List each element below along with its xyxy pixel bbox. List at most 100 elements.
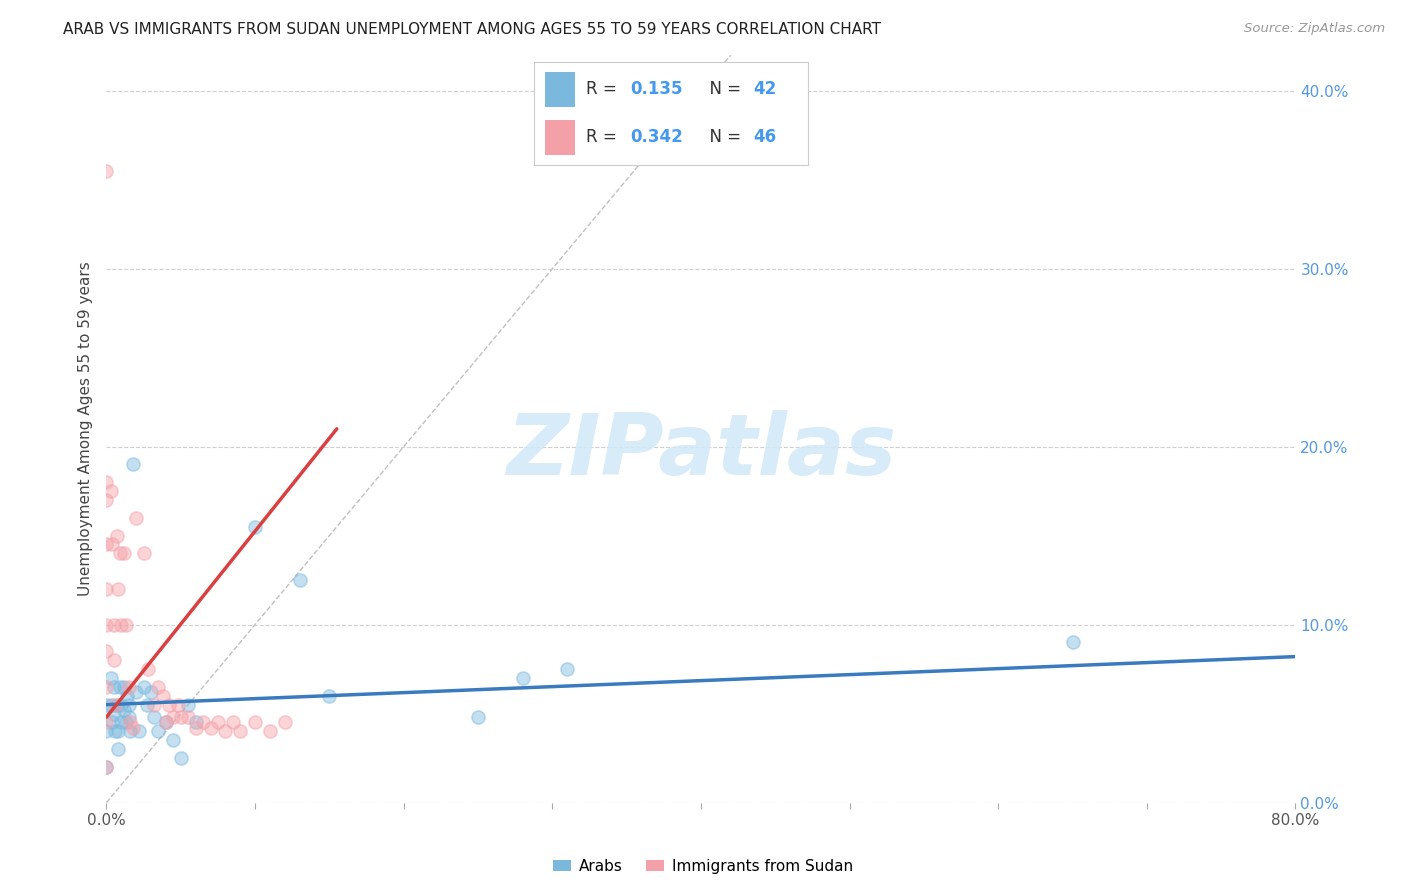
- Point: [96, 698, 118, 712]
- Legend: Arabs, Immigrants from Sudan: Arabs, Immigrants from Sudan: [547, 853, 859, 880]
- Point: [222, 715, 245, 730]
- Point: [110, 715, 132, 730]
- Point: [118, 698, 141, 712]
- Point: [170, 710, 193, 724]
- Point: [105, 528, 128, 542]
- Point: [467, 710, 489, 724]
- Point: [318, 689, 340, 703]
- Point: [108, 546, 131, 560]
- Point: [108, 680, 131, 694]
- Point: [96, 724, 118, 739]
- Text: 0.135: 0.135: [630, 80, 683, 98]
- Point: [274, 715, 297, 730]
- Point: [96, 163, 118, 178]
- Point: [243, 519, 266, 533]
- Point: [96, 537, 118, 551]
- Point: [155, 715, 177, 730]
- Point: [259, 724, 281, 739]
- Point: [162, 710, 184, 724]
- Point: [200, 721, 222, 735]
- FancyBboxPatch shape: [546, 120, 575, 155]
- Point: [120, 715, 142, 730]
- Point: [112, 703, 135, 717]
- Point: [101, 537, 124, 551]
- Point: [1062, 635, 1084, 649]
- Point: [120, 724, 142, 739]
- Point: [100, 484, 122, 499]
- Point: [96, 680, 118, 694]
- Point: [184, 715, 207, 730]
- Point: [122, 721, 145, 735]
- Point: [177, 710, 200, 724]
- Point: [152, 689, 174, 703]
- Point: [101, 715, 124, 730]
- Text: ZIPatlas: ZIPatlas: [506, 409, 896, 492]
- Point: [512, 671, 534, 685]
- Point: [114, 617, 136, 632]
- Point: [103, 706, 125, 721]
- Point: [105, 698, 128, 712]
- Point: [96, 493, 118, 508]
- Point: [214, 724, 236, 739]
- Point: [136, 662, 159, 676]
- Point: [155, 715, 177, 730]
- Point: [170, 751, 193, 765]
- Point: [148, 680, 170, 694]
- Point: [139, 685, 162, 699]
- Point: [243, 715, 266, 730]
- Point: [177, 698, 200, 712]
- Point: [110, 698, 132, 712]
- Point: [96, 760, 118, 774]
- Text: R =: R =: [586, 128, 623, 146]
- Point: [103, 680, 125, 694]
- Point: [132, 680, 155, 694]
- Text: 0.342: 0.342: [630, 128, 683, 146]
- Text: N =: N =: [699, 128, 747, 146]
- Point: [96, 617, 118, 632]
- Point: [96, 760, 118, 774]
- Point: [103, 617, 125, 632]
- Point: [112, 546, 135, 560]
- Text: 46: 46: [754, 128, 776, 146]
- Point: [125, 510, 148, 524]
- Text: ARAB VS IMMIGRANTS FROM SUDAN UNEMPLOYMENT AMONG AGES 55 TO 59 YEARS CORRELATION: ARAB VS IMMIGRANTS FROM SUDAN UNEMPLOYME…: [63, 22, 882, 37]
- Point: [103, 653, 125, 667]
- Point: [207, 715, 229, 730]
- Point: [110, 617, 132, 632]
- Point: [107, 582, 129, 596]
- Point: [229, 724, 252, 739]
- Point: [107, 724, 129, 739]
- Point: [96, 715, 118, 730]
- Point: [148, 724, 170, 739]
- Point: [143, 710, 166, 724]
- Point: [104, 724, 127, 739]
- Point: [132, 546, 155, 560]
- Point: [100, 671, 122, 685]
- Point: [128, 724, 150, 739]
- Point: [96, 644, 118, 658]
- Point: [555, 662, 578, 676]
- Point: [118, 680, 141, 694]
- Point: [166, 698, 188, 712]
- Point: [143, 698, 166, 712]
- FancyBboxPatch shape: [546, 71, 575, 106]
- Point: [288, 573, 311, 587]
- Point: [100, 698, 122, 712]
- Point: [96, 475, 118, 490]
- Point: [107, 742, 129, 756]
- Point: [118, 710, 141, 724]
- Point: [104, 698, 127, 712]
- Point: [135, 698, 157, 712]
- Y-axis label: Unemployment Among Ages 55 to 59 years: Unemployment Among Ages 55 to 59 years: [79, 261, 93, 596]
- Point: [184, 721, 207, 735]
- Point: [157, 698, 180, 712]
- Point: [117, 689, 139, 703]
- Text: R =: R =: [586, 80, 623, 98]
- Point: [114, 715, 136, 730]
- Point: [125, 685, 148, 699]
- Text: N =: N =: [699, 80, 747, 98]
- Text: Source: ZipAtlas.com: Source: ZipAtlas.com: [1244, 22, 1385, 36]
- Point: [162, 733, 184, 747]
- Point: [122, 458, 145, 472]
- Point: [112, 680, 135, 694]
